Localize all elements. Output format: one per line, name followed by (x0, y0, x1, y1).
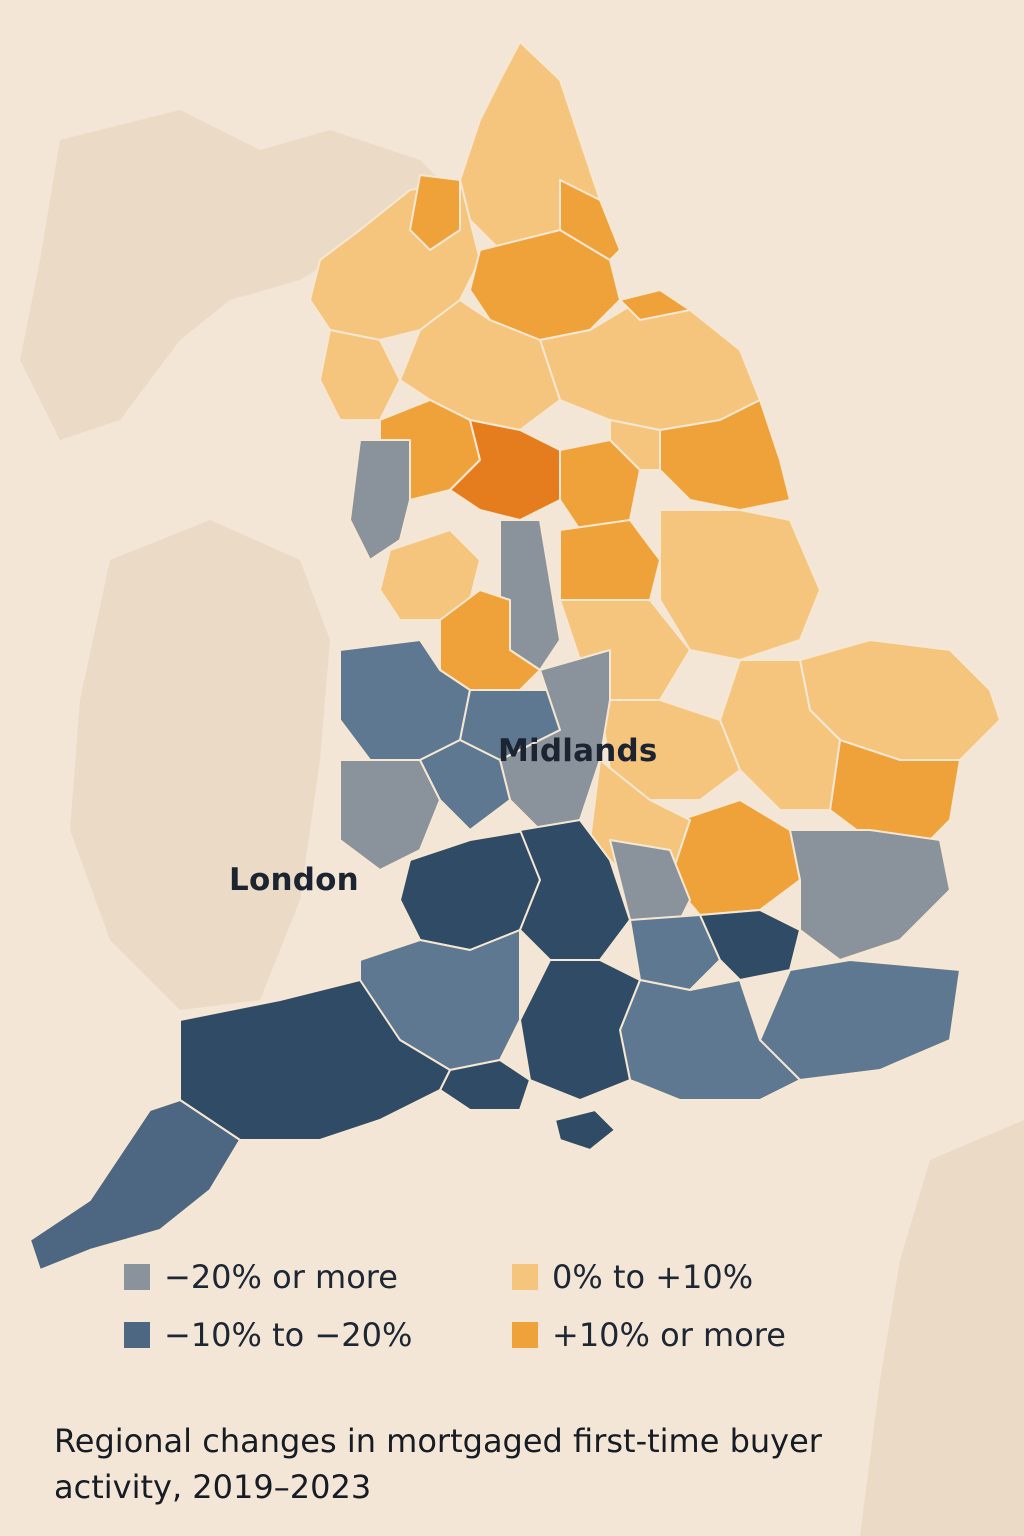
map-caption: Regional changes in mortgaged first-time… (54, 1422, 822, 1506)
legend-item-0-to-10: 0% to +10% (512, 1258, 753, 1296)
region-kent (759, 959, 961, 1081)
region-suffolk (829, 739, 961, 851)
wales-landmass (70, 520, 330, 1010)
region-greater-london (699, 909, 801, 981)
legend-swatch (512, 1264, 538, 1290)
region-essex (789, 829, 951, 961)
legend-item-minus10-to-minus20: −10% to −20% (124, 1316, 412, 1354)
region-herefordshire (339, 759, 441, 871)
legend-item-minus20: −20% or more (124, 1258, 398, 1296)
midlands-label: Midlands (498, 733, 658, 769)
legend-label: +10% or more (552, 1316, 786, 1354)
background-land (20, 110, 1024, 1536)
region-hampshire (519, 959, 641, 1101)
region-nottinghamshire (559, 519, 661, 611)
region-cornwall (29, 1099, 241, 1271)
region-east-yorkshire (659, 399, 791, 511)
region-lancashire-north (319, 329, 401, 421)
legend-item-plus10: +10% or more (512, 1316, 786, 1354)
region-lincolnshire (659, 509, 821, 661)
legend-label: 0% to +10% (552, 1258, 754, 1296)
region-merseyside-coast (349, 439, 411, 561)
legend-swatch (124, 1322, 150, 1348)
legend-swatch (124, 1264, 150, 1290)
region-cumbria-west (409, 174, 461, 251)
region-berkshire (629, 914, 721, 991)
region-teesside (559, 179, 621, 261)
london-label: London (229, 862, 359, 898)
legend: −20% or more −10% to −20% 0% to +10% +10… (124, 1258, 844, 1378)
legend-label: −10% to −20% (164, 1316, 413, 1354)
continent-landmass (860, 1120, 1024, 1536)
region-whitby (619, 289, 691, 321)
region-yorkshire-dales (399, 299, 561, 431)
region-isle-of-wight (554, 1109, 616, 1151)
region-york (609, 419, 661, 471)
legend-swatch (512, 1322, 538, 1348)
region-worcestershire (419, 739, 511, 831)
england-regions (29, 41, 1001, 1271)
scotland-landmass (20, 110, 460, 440)
legend-label: −20% or more (164, 1258, 398, 1296)
